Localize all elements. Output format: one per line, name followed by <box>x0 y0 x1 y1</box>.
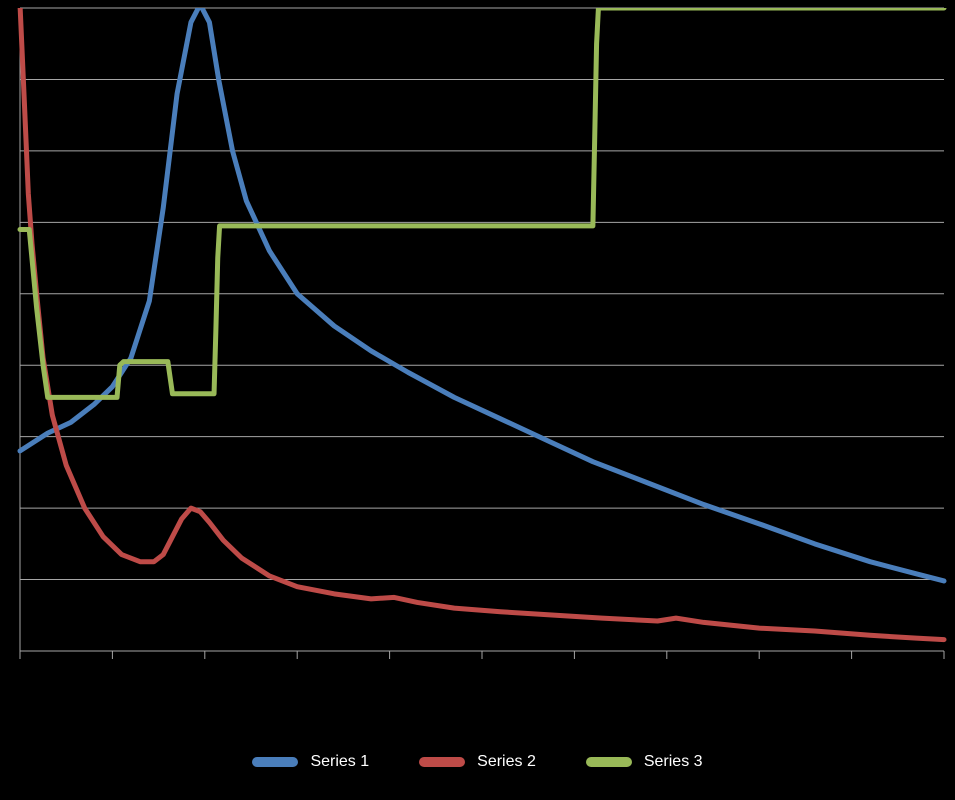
legend-label-green: Series 3 <box>644 753 703 771</box>
legend-item-green: Series 3 <box>586 753 703 771</box>
series-line-green <box>20 8 944 397</box>
legend-item-blue: Series 1 <box>252 753 369 771</box>
legend: Series 1 Series 2 Series 3 <box>0 753 955 771</box>
legend-swatch-red <box>419 757 465 767</box>
legend-item-red: Series 2 <box>419 753 536 771</box>
chart-container: Series 1 Series 2 Series 3 <box>0 0 955 800</box>
legend-swatch-blue <box>252 757 298 767</box>
series-line-blue <box>20 4 944 581</box>
legend-label-red: Series 2 <box>477 753 536 771</box>
series-line-red <box>20 4 944 639</box>
legend-label-blue: Series 1 <box>310 753 369 771</box>
legend-swatch-green <box>586 757 632 767</box>
line-chart <box>0 0 955 800</box>
